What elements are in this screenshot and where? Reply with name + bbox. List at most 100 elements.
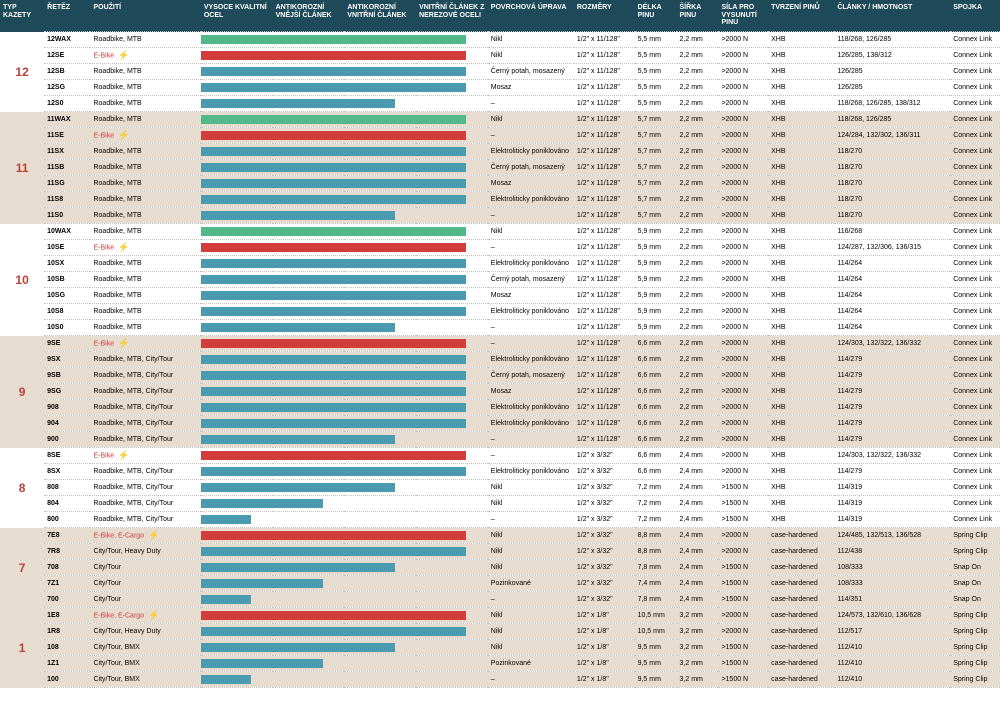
push-force: >2000 N xyxy=(718,416,768,432)
push-force: >2000 N xyxy=(718,112,768,128)
pin-width: 2,2 mm xyxy=(677,208,719,224)
quality-bar xyxy=(344,227,416,236)
quality-bar-cell xyxy=(344,608,416,624)
quality-bar-cell xyxy=(416,176,488,192)
connector: Connex Link xyxy=(950,384,1000,400)
quality-bar-cell xyxy=(273,576,345,592)
pin-length: 5,7 mm xyxy=(635,208,677,224)
chain-model: 800 xyxy=(44,512,90,528)
hardening: XHB xyxy=(768,192,834,208)
quality-bar-cell xyxy=(416,288,488,304)
push-force: >2000 N xyxy=(718,176,768,192)
quality-bar-cell xyxy=(273,80,345,96)
push-force: >2000 N xyxy=(718,96,768,112)
connector: Connex Link xyxy=(950,112,1000,128)
quality-bar xyxy=(344,451,416,460)
hardening: XHB xyxy=(768,416,834,432)
table-row: 900Roadbike, MTB, City/Tour–1/2" x 11/12… xyxy=(0,432,1000,448)
pin-length: 10,5 mm xyxy=(635,608,677,624)
quality-bar-cell xyxy=(273,544,345,560)
chain-spec-table: TYP KAZETYŘETĚZPOUŽITÍVYSOCE KVALITNÍ OC… xyxy=(0,0,1000,688)
connector: Connex Link xyxy=(950,496,1000,512)
quality-bar-cell xyxy=(416,480,488,496)
surface: Nikl xyxy=(488,544,574,560)
quality-bar xyxy=(416,403,466,412)
dimensions: 1/2" x 11/128" xyxy=(574,192,635,208)
quality-bar-cell xyxy=(273,208,345,224)
chain-model: 8SX xyxy=(44,464,90,480)
table-row: 708City/TourNikl1/2" x 3/32"7,8 mm2,4 mm… xyxy=(0,560,1000,576)
quality-bar-cell xyxy=(201,256,273,272)
hardening: case-hardened xyxy=(768,656,834,672)
quality-bar-cell xyxy=(344,240,416,256)
chain-model: 12SE xyxy=(44,48,90,64)
pin-length: 7,8 mm xyxy=(635,592,677,608)
quality-bar-cell xyxy=(201,176,273,192)
hardening: XHB xyxy=(768,48,834,64)
quality-bar-cell xyxy=(201,64,273,80)
col-header: ŠÍŘKA PINU xyxy=(677,0,719,32)
quality-bar-cell xyxy=(201,320,273,336)
connector: Connex Link xyxy=(950,480,1000,496)
pin-length: 5,7 mm xyxy=(635,128,677,144)
push-force: >2000 N xyxy=(718,432,768,448)
quality-bar-cell xyxy=(273,528,345,544)
connector: Connex Link xyxy=(950,512,1000,528)
chain-model: 12S0 xyxy=(44,96,90,112)
bolt-icon: ⚡ xyxy=(148,610,159,621)
quality-bar xyxy=(344,403,416,412)
links-weight: 118/270 xyxy=(834,160,950,176)
quality-bar xyxy=(201,227,273,236)
pin-width: 2,4 mm xyxy=(677,464,719,480)
quality-bar-cell xyxy=(416,560,488,576)
connector: Connex Link xyxy=(950,288,1000,304)
quality-bar-cell xyxy=(344,288,416,304)
chain-model: 808 xyxy=(44,480,90,496)
quality-bar xyxy=(416,371,466,380)
quality-bar-cell xyxy=(273,128,345,144)
pin-length: 5,9 mm xyxy=(635,256,677,272)
surface: Elektroliticky poniklováno xyxy=(488,464,574,480)
quality-bar-cell xyxy=(201,496,273,512)
table-row: 1111WAXRoadbike, MTBNikl1/2" x 11/128"5,… xyxy=(0,112,1000,128)
surface: Mosaz xyxy=(488,176,574,192)
quality-bar-cell xyxy=(201,624,273,640)
quality-bar-cell xyxy=(344,624,416,640)
surface: – xyxy=(488,128,574,144)
push-force: >2000 N xyxy=(718,384,768,400)
dimensions: 1/2" x 3/32" xyxy=(574,512,635,528)
quality-bar xyxy=(201,339,273,348)
hardening: XHB xyxy=(768,496,834,512)
connector: Connex Link xyxy=(950,320,1000,336)
hardening: XHB xyxy=(768,144,834,160)
links-weight: 114/319 xyxy=(834,512,950,528)
pin-length: 5,9 mm xyxy=(635,272,677,288)
pin-width: 2,2 mm xyxy=(677,80,719,96)
connector: Connex Link xyxy=(950,160,1000,176)
quality-bar-cell xyxy=(416,224,488,240)
quality-bar xyxy=(201,131,273,140)
connector: Spring Clip xyxy=(950,608,1000,624)
quality-bar xyxy=(416,163,466,172)
bolt-icon: ⚡ xyxy=(118,242,129,253)
use-cell: Roadbike, MTB xyxy=(90,64,200,80)
quality-bar-cell xyxy=(273,416,345,432)
dimensions: 1/2" x 11/128" xyxy=(574,320,635,336)
dimensions: 1/2" x 11/128" xyxy=(574,48,635,64)
quality-bar-cell xyxy=(201,576,273,592)
hardening: case-hardened xyxy=(768,608,834,624)
cassette-type: 11 xyxy=(0,112,44,224)
quality-bar xyxy=(273,355,345,364)
quality-bar-cell xyxy=(416,576,488,592)
push-force: >1500 N xyxy=(718,592,768,608)
push-force: >1500 N xyxy=(718,656,768,672)
links-weight: 112/410 xyxy=(834,656,950,672)
dimensions: 1/2" x 3/32" xyxy=(574,464,635,480)
hardening: XHB xyxy=(768,320,834,336)
quality-bar xyxy=(201,291,273,300)
quality-bar xyxy=(416,467,466,476)
chain-model: 9SB xyxy=(44,368,90,384)
connector: Connex Link xyxy=(950,336,1000,352)
bolt-icon: ⚡ xyxy=(118,338,129,349)
links-weight: 114/319 xyxy=(834,496,950,512)
